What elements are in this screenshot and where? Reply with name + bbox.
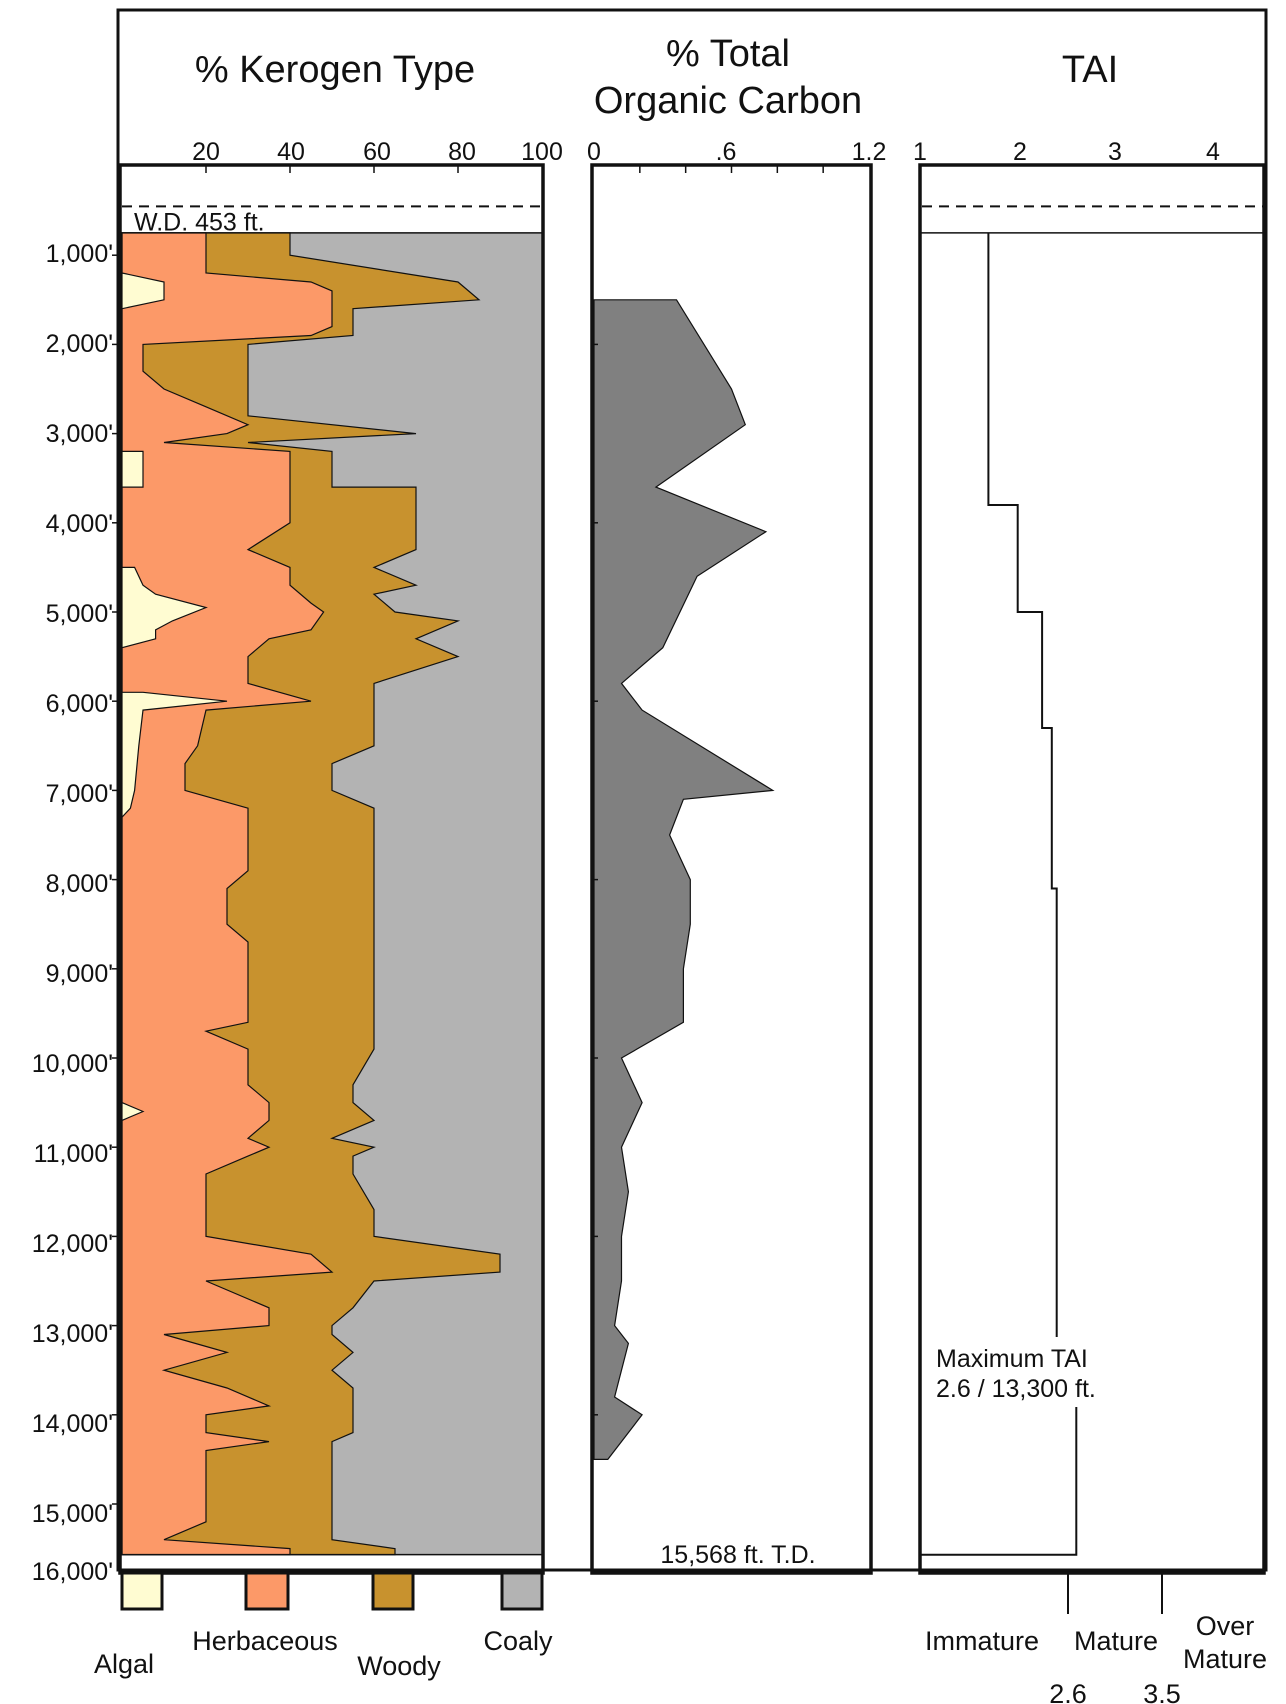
legend-swatch-herbaceous xyxy=(244,1571,290,1611)
depth-label: 2,000' xyxy=(46,330,113,358)
tai-x-ticks: 1 2 3 4 xyxy=(913,138,1220,166)
depth-label: 14,000' xyxy=(32,1410,113,1438)
depth-label: 9,000' xyxy=(46,960,113,988)
maturity-legend: Immature Mature Over Mature 2.6 3.5 xyxy=(925,1611,1267,1704)
legend-swatch-algal xyxy=(120,1571,164,1611)
depth-label: 1,000' xyxy=(46,240,113,268)
max-tai-label-background xyxy=(930,1337,1150,1407)
maturity-boundary-1-label: 2.6 xyxy=(1049,1679,1087,1704)
tai-panel-title: TAI xyxy=(1062,49,1118,91)
kerogen-panel-title: % Kerogen Type xyxy=(195,49,475,91)
maturity-label-mature: Mature xyxy=(1074,1626,1158,1656)
kerogen-tick-label: 80 xyxy=(448,138,476,166)
kerogen-area-herbaceous xyxy=(121,232,334,1556)
depth-label: 7,000' xyxy=(46,780,113,808)
kerogen-tick-label: 40 xyxy=(277,138,305,166)
toc-plot-frame xyxy=(590,163,873,1575)
kerogen-area-algal xyxy=(121,232,228,1555)
max-tai-label-line2: 2.6 / 13,300 ft. xyxy=(936,1375,1096,1403)
legend-label-coaly: Coaly xyxy=(483,1626,553,1656)
tai-tick-label: 1 xyxy=(913,138,927,166)
water-depth-label: W.D. 453 ft. xyxy=(134,208,265,236)
kerogen-plot-frame xyxy=(118,163,545,1575)
toc-x-ticks: 0 .6 1.2 xyxy=(587,138,886,166)
tai-tick-label: 3 xyxy=(1108,138,1122,166)
depth-label: 8,000' xyxy=(46,870,113,898)
depth-label: 16,000' xyxy=(32,1558,113,1586)
depth-axis-labels: 1,000' 2,000' 3,000' 4,000' 5,000' 6,000… xyxy=(32,240,113,1586)
maturity-boundary-2-label: 3.5 xyxy=(1143,1679,1181,1704)
depth-label: 10,000' xyxy=(32,1050,113,1078)
maturity-label-over-line2: Mature xyxy=(1183,1644,1267,1674)
kerogen-tick-label: 60 xyxy=(363,138,391,166)
depth-label: 3,000' xyxy=(46,420,113,448)
kerogen-x-ticks: 20 40 60 80 100 xyxy=(192,138,563,166)
legend-swatch-woody xyxy=(371,1571,415,1611)
tai-plot-frame xyxy=(918,163,1266,1575)
maturity-label-immature: Immature xyxy=(925,1626,1039,1656)
toc-area xyxy=(593,299,775,1460)
kerogen-layers xyxy=(121,232,542,1556)
toc-tick-label: .6 xyxy=(716,138,737,166)
toc-panel-title-line1: % Total xyxy=(666,33,790,75)
legend-swatch-coaly xyxy=(500,1571,544,1611)
tai-panel: Maximum TAI 2.6 / 13,300 ft. xyxy=(918,163,1266,1614)
depth-label: 4,000' xyxy=(46,510,113,538)
depth-label: 11,000' xyxy=(34,1140,113,1168)
tai-tick-label: 2 xyxy=(1013,138,1027,166)
toc-panel-title-line2: Organic Carbon xyxy=(594,80,862,122)
toc-tick-label: 1.2 xyxy=(852,138,887,166)
max-tai-label-line1: Maximum TAI xyxy=(936,1345,1088,1373)
depth-label: 6,000' xyxy=(46,690,113,718)
depth-label: 15,000' xyxy=(32,1500,113,1528)
depth-label: 13,000' xyxy=(32,1320,113,1348)
kerogen-panel: W.D. 453 ft. xyxy=(112,163,545,1575)
total-depth-label: 15,568 ft. T.D. xyxy=(660,1541,815,1569)
toc-panel: 15,568 ft. T.D. xyxy=(590,163,873,1575)
kerogen-legend: Algal Herbaceous Woody Coaly xyxy=(94,1571,553,1681)
kerogen-tick-label: 100 xyxy=(521,138,563,166)
kerogen-tick-label: 20 xyxy=(192,138,220,166)
depth-label: 5,000' xyxy=(46,600,113,628)
depth-label: 12,000' xyxy=(32,1230,113,1258)
maturity-label-over-line1: Over xyxy=(1196,1611,1255,1641)
legend-label-algal: Algal xyxy=(94,1649,154,1679)
toc-tick-label: 0 xyxy=(587,138,601,166)
tai-tick-label: 4 xyxy=(1206,138,1220,166)
legend-label-woody: Woody xyxy=(357,1651,441,1681)
legend-label-herbaceous: Herbaceous xyxy=(192,1626,338,1656)
